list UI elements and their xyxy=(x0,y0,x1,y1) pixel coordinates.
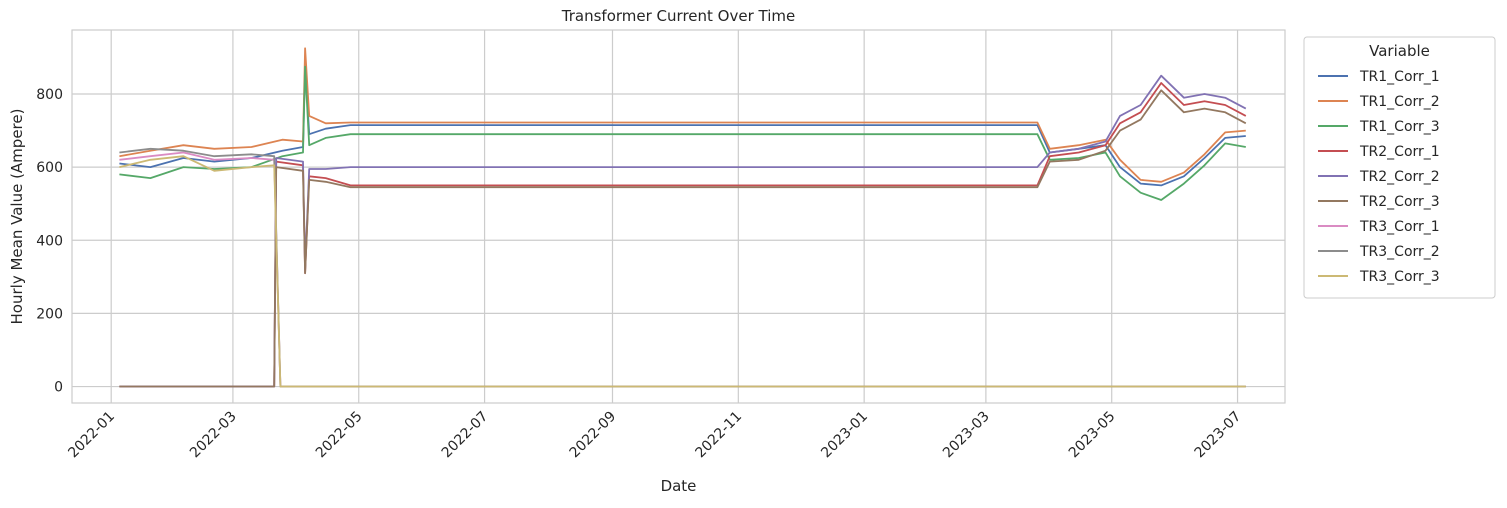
series-line-tr1-corr-3 xyxy=(119,65,1246,201)
legend-label: TR1_Corr_2 xyxy=(1359,94,1440,110)
series-line-tr3-corr-2 xyxy=(119,147,1246,388)
x-tick-label: 2022-09 xyxy=(567,409,620,462)
series-line-tr3-corr-3 xyxy=(119,155,1246,388)
y-axis-label: Hourly Mean Value (Ampere) xyxy=(8,109,26,325)
legend-label: TR2_Corr_2 xyxy=(1359,169,1440,185)
legend-label: TR3_Corr_1 xyxy=(1359,219,1440,235)
series-line-tr1-corr-2 xyxy=(119,47,1246,183)
legend-label: TR3_Corr_2 xyxy=(1359,244,1440,260)
x-tick-label: 2023-03 xyxy=(940,409,993,462)
x-tick-label: 2022-01 xyxy=(65,409,118,462)
y-tick-label: 800 xyxy=(36,87,63,103)
x-tick-label: 2023-01 xyxy=(818,409,871,462)
y-tick-label: 400 xyxy=(36,233,63,249)
x-tick-label: 2023-07 xyxy=(1192,409,1245,462)
y-tick-label: 200 xyxy=(36,306,63,322)
legend-item: TR1_Corr_2 xyxy=(1318,94,1440,110)
series-line-tr2-corr-3 xyxy=(119,89,1247,388)
legend-label: TR2_Corr_3 xyxy=(1359,194,1440,210)
series-line-tr2-corr-1 xyxy=(119,82,1247,388)
legend-title: Variable xyxy=(1369,42,1430,60)
x-tick-label: 2023-05 xyxy=(1066,409,1119,462)
y-tick-label: 0 xyxy=(54,380,63,396)
legend-label: TR1_Corr_1 xyxy=(1359,69,1440,85)
legend-item: TR2_Corr_3 xyxy=(1318,194,1440,210)
chart-title: Transformer Current Over Time xyxy=(561,7,795,25)
grid xyxy=(72,30,1285,403)
legend-item: TR2_Corr_1 xyxy=(1318,144,1440,160)
legend-items: TR1_Corr_1 TR1_Corr_2 TR1_Corr_3 TR2_Corr_1… xyxy=(1318,69,1440,285)
legend-label: TR3_Corr_3 xyxy=(1359,269,1440,285)
x-tick-label: 2022-07 xyxy=(439,409,492,462)
legend-item: TR2_Corr_2 xyxy=(1318,169,1440,185)
x-axis-label: Date xyxy=(661,477,697,495)
tick-labels: 2022-01 2022-03 2022-05 2022-07 2022-09 2022-… xyxy=(36,87,1244,461)
legend-item: TR1_Corr_3 xyxy=(1318,119,1440,135)
legend-box xyxy=(1303,36,1496,299)
legend-label: TR1_Corr_3 xyxy=(1359,119,1440,135)
legend-label: TR2_Corr_1 xyxy=(1359,144,1440,160)
x-tick-label: 2022-05 xyxy=(313,409,366,462)
legend-item: TR3_Corr_2 xyxy=(1318,244,1440,260)
legend: Variable TR1_Corr_1TR1_Corr_2TR1_Corr_3T… xyxy=(1303,36,1496,299)
x-tick-label: 2022-11 xyxy=(692,409,745,462)
legend-item: TR1_Corr_1 xyxy=(1318,69,1440,85)
legend-item: TR3_Corr_1 xyxy=(1318,219,1440,235)
series-lines xyxy=(119,47,1247,388)
legend-item: TR3_Corr_3 xyxy=(1318,269,1440,285)
y-tick-label: 600 xyxy=(36,160,63,176)
plot-frame xyxy=(71,29,1286,404)
x-tick-label: 2022-03 xyxy=(187,409,240,462)
